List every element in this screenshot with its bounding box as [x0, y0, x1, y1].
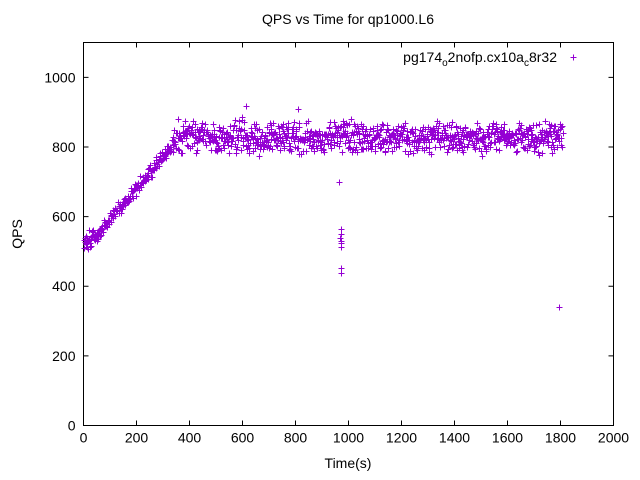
legend-label: pg174o2nofp.cx10ac8r32: [403, 49, 557, 69]
x-tick-label: 400: [178, 430, 202, 446]
x-tick-label: 1200: [386, 430, 417, 446]
y-tick-label: 400: [52, 278, 76, 294]
y-tick-label: 800: [52, 139, 76, 155]
y-tick-label: 1000: [44, 69, 75, 85]
legend-label-subscript: o: [442, 57, 448, 69]
legend-point-marker-icon: [570, 54, 577, 61]
x-tick-label: 2000: [598, 430, 629, 446]
x-tick-label: 1000: [333, 430, 364, 446]
axis-ticks: [83, 42, 614, 426]
x-tick-label: 800: [284, 430, 308, 446]
x-tick-label: 1800: [545, 430, 576, 446]
legend-label-part: 2nofp.cx10a: [447, 49, 524, 65]
scatter-points: [81, 103, 567, 311]
x-axis-label: Time(s): [324, 455, 372, 471]
plot-border: [83, 42, 614, 426]
legend-label-subscript: c: [523, 57, 529, 69]
x-tick-label: 1400: [439, 430, 470, 446]
chart-title: QPS vs Time for qp1000.L6: [262, 11, 434, 27]
x-tick-label: 200: [125, 430, 149, 446]
x-tick-label: 0: [80, 430, 88, 446]
x-tick-label: 1600: [492, 430, 523, 446]
y-tick-label: 600: [52, 209, 76, 225]
x-tick-label: 600: [231, 430, 255, 446]
legend-label-part: 8r32: [528, 49, 557, 65]
y-tick-label: 200: [52, 348, 76, 364]
y-tick-label: 0: [68, 418, 76, 434]
legend-label-part: pg174: [403, 49, 443, 65]
